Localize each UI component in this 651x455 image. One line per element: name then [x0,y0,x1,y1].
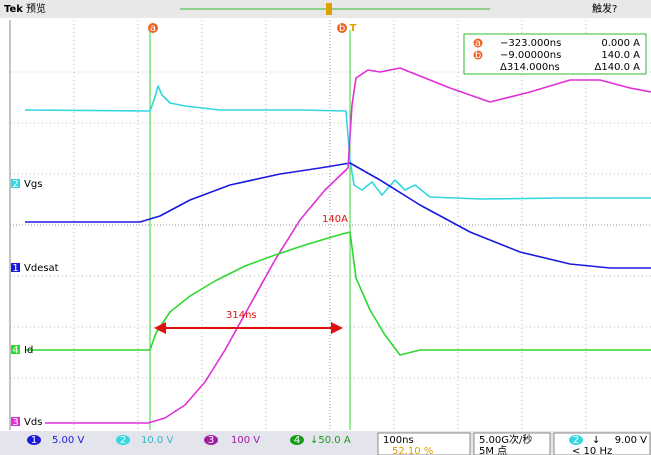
cursor-b-value: 140.0 A [601,50,640,61]
record-position [326,3,332,15]
oscilloscope-screen: Tek 预览 触发? a b T 2 Vgs 1 Vdesat 4 [0,0,651,455]
trigger-state: 触发? [592,2,617,15]
position: 52.10 % [392,446,433,455]
footer-ch4-scale: ↓50.0 A [310,435,351,446]
ch2-number: 2 [12,179,18,190]
footer-ch2-number: 2 [120,435,126,446]
cursor-b-time: −9.00000ns [500,50,561,61]
delta-value: Δ140.0 A [595,62,641,73]
delta-time: Δ314.000ns [500,62,560,73]
ch4-label: Id [24,345,33,356]
timebase: 100ns [383,435,414,446]
readout-a-marker: a [475,38,481,49]
footer-ch2-scale: 10.0 V [141,435,173,446]
mode: 预览 [26,2,46,15]
peak-annotation: 140A [322,214,348,225]
footer-ch1-number: 1 [31,435,37,446]
footer-ch3-scale: 100 V [231,435,260,446]
brand: Tek [4,4,23,15]
sample-rate: 5.00G次/秒 [479,433,532,446]
trigger-level: 9.00 V [615,435,647,446]
footer-ch3-number: 3 [208,435,214,446]
footer-ch4-number: 4 [294,435,300,446]
ch3-label: Vds [24,417,42,428]
ch4-number: 4 [12,345,18,356]
ch1-number: 1 [12,263,18,274]
ch1-label: Vdesat [24,263,59,274]
footer-ch1-scale: 5.00 V [52,435,84,446]
ch2-label: Vgs [24,179,42,190]
cursor-a-value: 0.000 A [601,38,640,49]
cursor-a-time: −323.000ns [500,38,561,49]
ch3-number: 3 [12,417,18,428]
trigger-frequency: < 10 Hz [572,446,612,455]
cursor-b-label: b [339,23,345,34]
trigger-marker: T [350,23,357,34]
readout-b-marker: b [475,50,481,61]
trigger-slope: ↓ [592,435,600,446]
duration-annotation: 314ns [226,310,257,321]
record-length: 5M 点 [479,445,507,455]
cursor-a-label: a [150,23,156,34]
trigger-channel: 2 [573,435,579,446]
